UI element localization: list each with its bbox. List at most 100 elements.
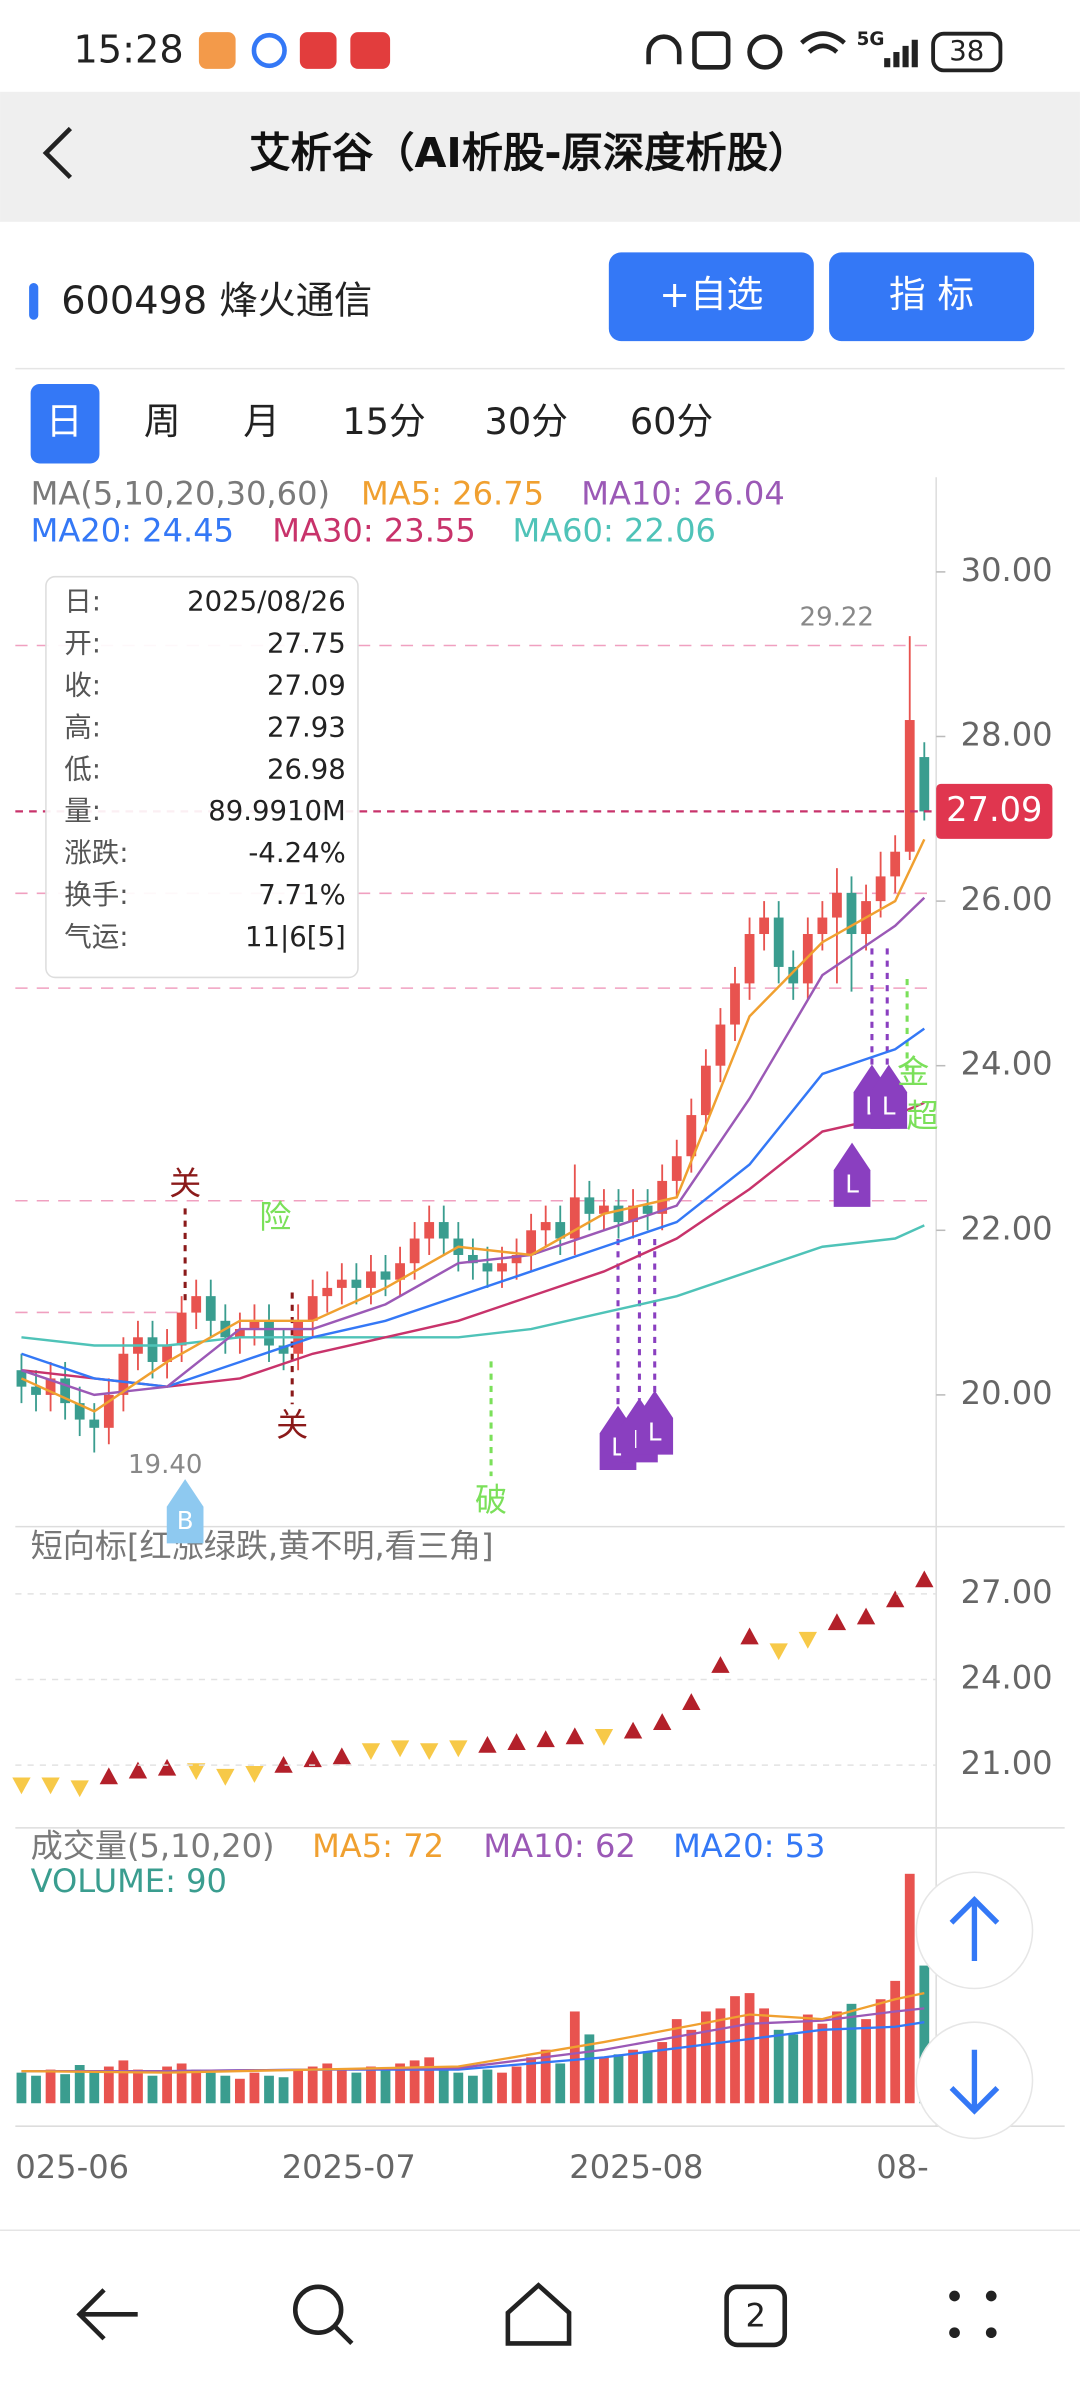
candle-body xyxy=(336,1279,347,1288)
candle-body xyxy=(395,1263,405,1280)
y-tick-label: 27.00 xyxy=(961,1573,1053,1611)
volume-bar xyxy=(264,2075,274,2104)
nav-home[interactable] xyxy=(505,2282,572,2346)
y-tick-label: 21.00 xyxy=(961,1744,1053,1782)
volume-bar xyxy=(599,2057,609,2104)
trend-triangle xyxy=(711,1656,730,1673)
y-tick-label: 28.00 xyxy=(961,715,1053,753)
nfc-icon xyxy=(692,31,731,70)
volume-bar xyxy=(307,2066,318,2104)
tab[interactable]: 15分 xyxy=(342,400,425,443)
tab[interactable]: 30分 xyxy=(485,400,568,443)
back-button[interactable] xyxy=(42,126,73,180)
volume-bar xyxy=(730,1996,740,2104)
headset-icon xyxy=(646,34,682,65)
volume-bar xyxy=(60,2074,71,2104)
trend-triangle xyxy=(303,1750,322,1768)
trend-triangle xyxy=(856,1607,876,1625)
info-value: 27.75 xyxy=(267,628,346,660)
nav-search[interactable] xyxy=(292,2284,344,2335)
volume-bar xyxy=(322,2063,333,2104)
trend-triangle xyxy=(128,1761,148,1779)
volume-bar xyxy=(395,2063,405,2104)
volume-bar xyxy=(861,2019,871,2104)
ma-line xyxy=(21,1027,926,1388)
candle-body xyxy=(74,1403,85,1420)
legend: VOLUME: 90 xyxy=(31,1862,227,1900)
volume-bar xyxy=(234,2078,245,2104)
nav-menu[interactable] xyxy=(949,2290,997,2339)
volume-bar xyxy=(919,1965,930,2104)
x-tick-label: 08- xyxy=(876,2148,928,2186)
wifi-icon xyxy=(800,31,846,54)
trend-triangle xyxy=(594,1728,614,1746)
candle-body xyxy=(103,1394,114,1428)
volume-bar xyxy=(700,2011,711,2104)
tab[interactable]: 周 xyxy=(144,400,181,443)
candle-body xyxy=(118,1353,129,1395)
add-watch-button[interactable] xyxy=(608,252,814,342)
trend-triangle xyxy=(740,1627,759,1645)
legend: MA5: 72 xyxy=(312,1827,444,1865)
trend-triangle xyxy=(70,1780,89,1798)
volume-bar xyxy=(249,2072,260,2104)
indicator-button[interactable] xyxy=(829,252,1035,342)
volume-bar xyxy=(817,2023,828,2104)
volume-bar xyxy=(366,2066,376,2104)
volume-bar xyxy=(759,2008,770,2104)
volume-bar xyxy=(336,2069,347,2104)
page-title: 艾析谷（AI析股-原深度析股） xyxy=(249,129,809,177)
info-rows: 日: 2025/08/26 开: 27.75 收: 27.09 高: 27.93 低: 26.98… xyxy=(64,586,345,953)
info-label: 涨跌: xyxy=(64,837,128,869)
tab[interactable]: 月 xyxy=(243,400,280,443)
volume-bar xyxy=(205,2072,216,2104)
last-price-label: 27.09 xyxy=(946,790,1042,829)
signal-label: B xyxy=(177,1506,194,1535)
volume-bar xyxy=(526,2057,537,2104)
info-value: 26.98 xyxy=(267,753,346,785)
tab[interactable]: 60分 xyxy=(630,400,713,443)
candle-body xyxy=(759,917,770,935)
nav-back[interactable] xyxy=(76,2288,138,2341)
candle-body xyxy=(599,1205,609,1214)
trend-triangle xyxy=(769,1643,788,1661)
candle-body xyxy=(715,1024,726,1066)
tab[interactable]: 日 xyxy=(46,400,83,443)
annotation: 19.40 xyxy=(128,1450,202,1480)
signal-icon xyxy=(884,39,918,68)
candle-body xyxy=(540,1222,551,1231)
info-value: 27.93 xyxy=(267,711,346,743)
candle-body xyxy=(264,1320,274,1346)
app-icon xyxy=(251,32,287,69)
x-tick-label: 2025-07 xyxy=(282,2148,416,2186)
ma-line xyxy=(21,896,926,1397)
signal-marker xyxy=(870,1064,908,1129)
candle-body xyxy=(31,1386,41,1395)
volume-bar xyxy=(89,2072,100,2104)
info-label: 收: xyxy=(64,670,101,702)
battery xyxy=(931,31,1003,73)
candle-body xyxy=(817,917,828,935)
candle-body xyxy=(278,1345,289,1354)
nav-tabs[interactable] xyxy=(724,2284,788,2348)
volume-bar xyxy=(788,2034,799,2104)
panel-title: 短向标[红涨绿跌,黄不明,看三角] xyxy=(31,1527,494,1565)
volume-bar xyxy=(278,2077,289,2104)
volume-bar xyxy=(875,1999,886,2104)
volume-bar xyxy=(642,2051,653,2104)
volume-bar xyxy=(409,2060,420,2104)
trend-triangle xyxy=(915,1570,934,1588)
candle-body xyxy=(569,1197,580,1239)
trend-triangle xyxy=(157,1758,177,1776)
tab-selected[interactable] xyxy=(30,383,100,464)
volume-bar xyxy=(904,1873,915,2104)
volume-bar xyxy=(540,2049,551,2104)
legend: MA20: 53 xyxy=(673,1827,825,1865)
volume-bar xyxy=(511,2066,522,2104)
annotation: 超 xyxy=(906,1097,938,1135)
volume-bar xyxy=(584,2034,595,2104)
nav-search-handle xyxy=(333,2324,354,2346)
info-box xyxy=(45,575,359,979)
signal-marker xyxy=(833,1142,871,1207)
